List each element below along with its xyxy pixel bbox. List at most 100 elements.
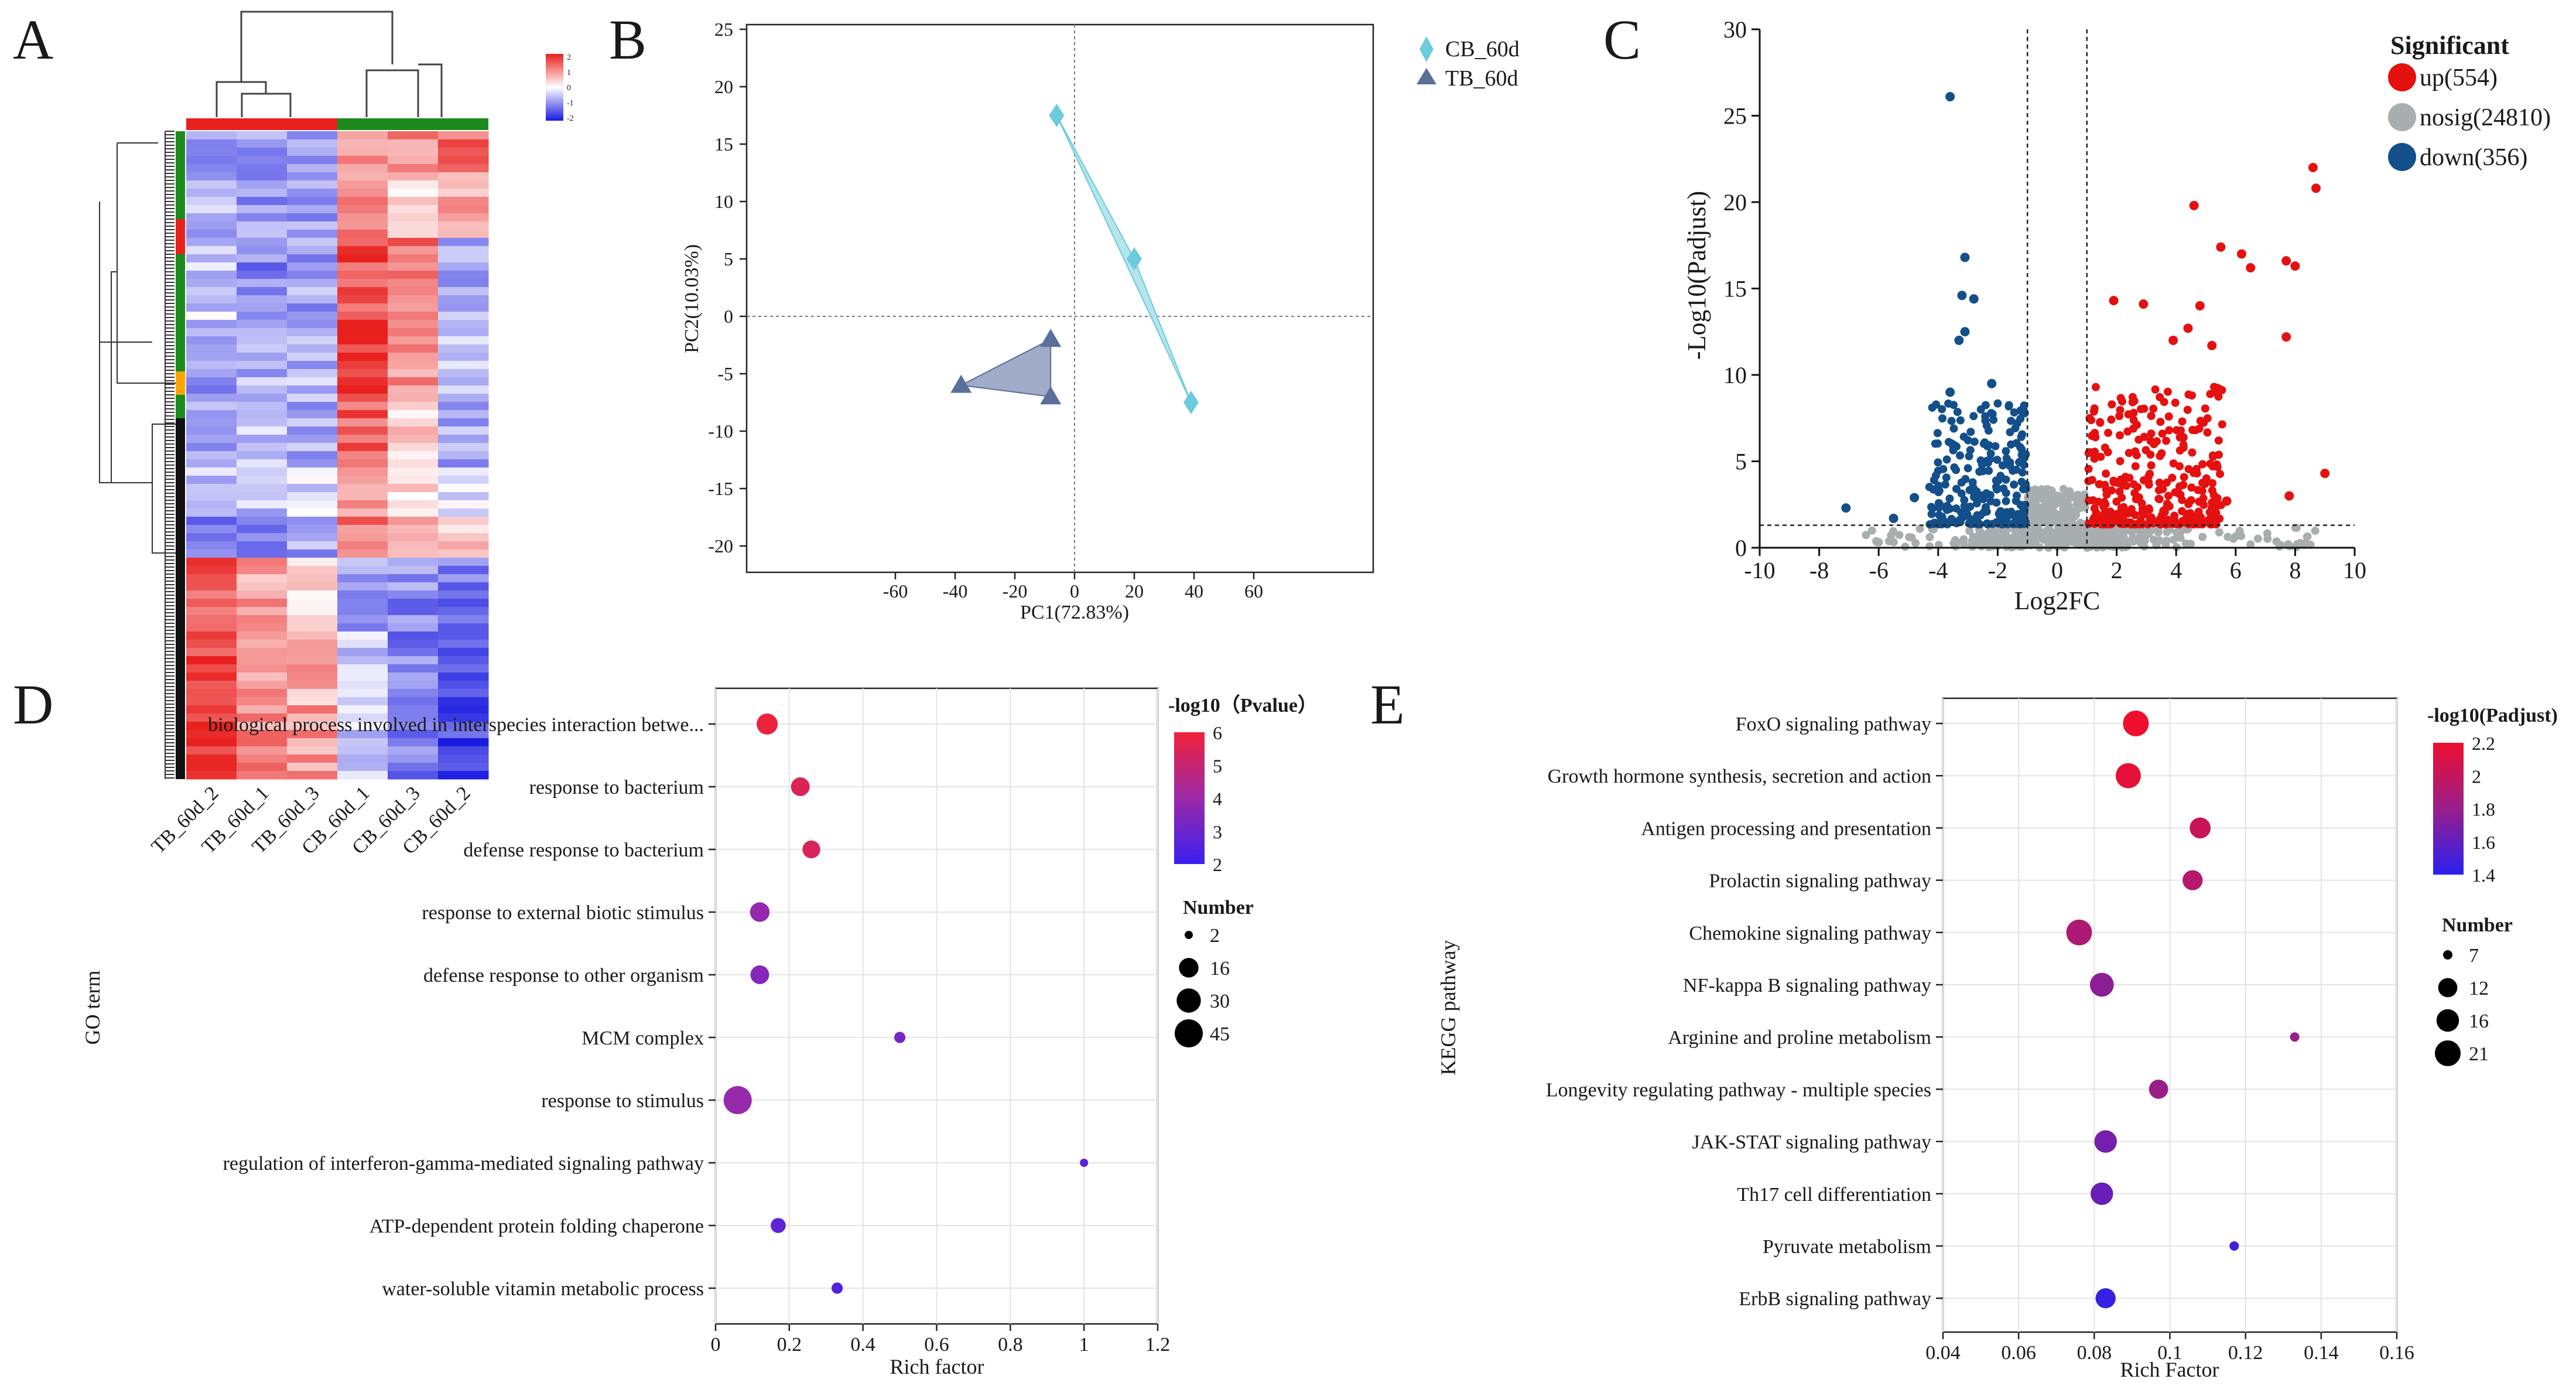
term-label: response to external biotic stimulus xyxy=(422,902,704,924)
volcano-point xyxy=(2208,486,2216,495)
volcano-point xyxy=(2031,516,2040,524)
volcano-point xyxy=(1970,438,1979,446)
heatmap-cell xyxy=(186,771,237,780)
enrichment-bubble xyxy=(2115,763,2141,788)
heatmap-cell xyxy=(237,254,288,263)
volcano-point xyxy=(2019,484,2027,493)
volcano-point xyxy=(2201,404,2209,413)
pca-x-tick-label: 20 xyxy=(1125,581,1144,602)
row-cluster-strip xyxy=(176,131,185,219)
volcano-point xyxy=(2246,540,2255,549)
heatmap-cell xyxy=(237,271,288,279)
pca-x-tick-label: -40 xyxy=(943,581,968,602)
heatmap-cell xyxy=(438,484,489,493)
heatmap-cell xyxy=(337,164,388,173)
volcano-point xyxy=(1993,485,2002,494)
x-tick-label: 1.2 xyxy=(1145,1334,1171,1356)
heatmap-cell xyxy=(287,525,338,534)
volcano-point xyxy=(2045,534,2054,543)
volcano-point xyxy=(1947,417,1956,425)
volcano-point xyxy=(1992,499,2001,507)
volcano-point xyxy=(1933,429,1942,438)
volcano-point xyxy=(1911,538,1920,547)
heatmap-cell xyxy=(337,599,388,607)
heatmap-cell xyxy=(237,714,288,722)
volcano-point xyxy=(1960,327,1970,337)
heatmap-cell xyxy=(186,648,237,657)
volcano-point xyxy=(1982,507,1991,516)
x-tick-label: 0.1 xyxy=(2157,1342,2182,1364)
heatmap-cell xyxy=(388,558,439,566)
volcano-point xyxy=(2190,469,2198,477)
pca-y-tick-label: 10 xyxy=(714,191,733,212)
panel-c-volcano: -10 -8 -6 -4 -2 0 2 4 6 8 10 0 5 10 15 20 25 30 Log2FC -L… xyxy=(1682,16,2551,615)
pca-x-tick-label: 60 xyxy=(1244,581,1263,602)
heatmap-cell xyxy=(438,279,489,288)
volcano-x-tick-label: 6 xyxy=(2230,557,2242,583)
volcano-point xyxy=(1959,535,1968,544)
heatmap-cell xyxy=(388,443,439,452)
color-legend-tick: 2.2 xyxy=(2472,733,2495,754)
heatmap-cell xyxy=(287,394,338,402)
heatmap-cell xyxy=(186,574,237,583)
volcano-point xyxy=(2004,401,2013,409)
go-x-label: Rich factor xyxy=(890,1355,984,1378)
volcano-point xyxy=(2164,491,2173,500)
heatmap-cell xyxy=(438,164,489,173)
heatmap-cell xyxy=(186,656,237,665)
volcano-point xyxy=(2149,404,2158,413)
volcano-point xyxy=(2199,494,2208,503)
heatmap-cell xyxy=(388,582,439,591)
volcano-point xyxy=(2180,473,2188,482)
volcano-point xyxy=(2091,433,2100,442)
heatmap-cell xyxy=(237,640,288,648)
volcano-point xyxy=(1934,458,1942,467)
volcano-point xyxy=(2044,501,2053,510)
heatmap-cell xyxy=(388,385,439,394)
size-legend-dot xyxy=(1175,1019,1203,1047)
legend-nosig-dot xyxy=(2388,103,2416,131)
volcano-point xyxy=(1952,466,1961,474)
heatmap-cell xyxy=(388,148,439,156)
volcano-point xyxy=(1976,511,1985,520)
heatmap-cell xyxy=(337,312,388,320)
heatmap-cell xyxy=(337,590,388,599)
heatmap-cell xyxy=(337,689,388,698)
heatmap-cell xyxy=(337,533,388,542)
volcano-point xyxy=(2162,436,2171,445)
pca-y-tick-label: 0 xyxy=(724,306,733,327)
heatmap-cell xyxy=(337,574,388,583)
heatmap-cell xyxy=(186,394,237,402)
heatmap-cell xyxy=(438,328,489,337)
heatmap-cell xyxy=(186,213,237,222)
volcano-point xyxy=(1990,531,1999,540)
volcano-point xyxy=(2214,392,2223,401)
volcano-point xyxy=(2108,400,2116,409)
heatmap-cell xyxy=(287,271,338,279)
volcano-point xyxy=(2018,468,2027,477)
heatmap-cell xyxy=(237,467,288,476)
heatmap-cell xyxy=(186,738,237,747)
heatmap-cell xyxy=(237,205,288,214)
heatmap-cell xyxy=(337,484,388,493)
heatmap-cell xyxy=(287,295,338,304)
heatmap-cell xyxy=(287,402,338,411)
legend-up-dot xyxy=(2388,63,2416,91)
heatmap-cell xyxy=(337,623,388,632)
heatmap-cell xyxy=(186,484,237,493)
heatmap-cell xyxy=(237,172,288,181)
heatmap-cell xyxy=(388,738,439,747)
heatmap-cell xyxy=(388,533,439,542)
heatmap-cell xyxy=(388,246,439,255)
heatmap-cell xyxy=(438,697,489,706)
enrichment-bubble xyxy=(2190,817,2211,839)
volcano-point xyxy=(2138,508,2147,517)
heatmap-cell xyxy=(438,722,489,730)
heatmap-cell xyxy=(438,476,489,484)
heatmap-cell xyxy=(388,656,439,665)
heatmap-cell xyxy=(186,443,237,452)
heatmap-cell xyxy=(237,402,288,411)
heatmap-cell xyxy=(438,664,489,673)
heatmap-cell xyxy=(186,714,237,722)
heatmap-cell xyxy=(388,336,439,345)
